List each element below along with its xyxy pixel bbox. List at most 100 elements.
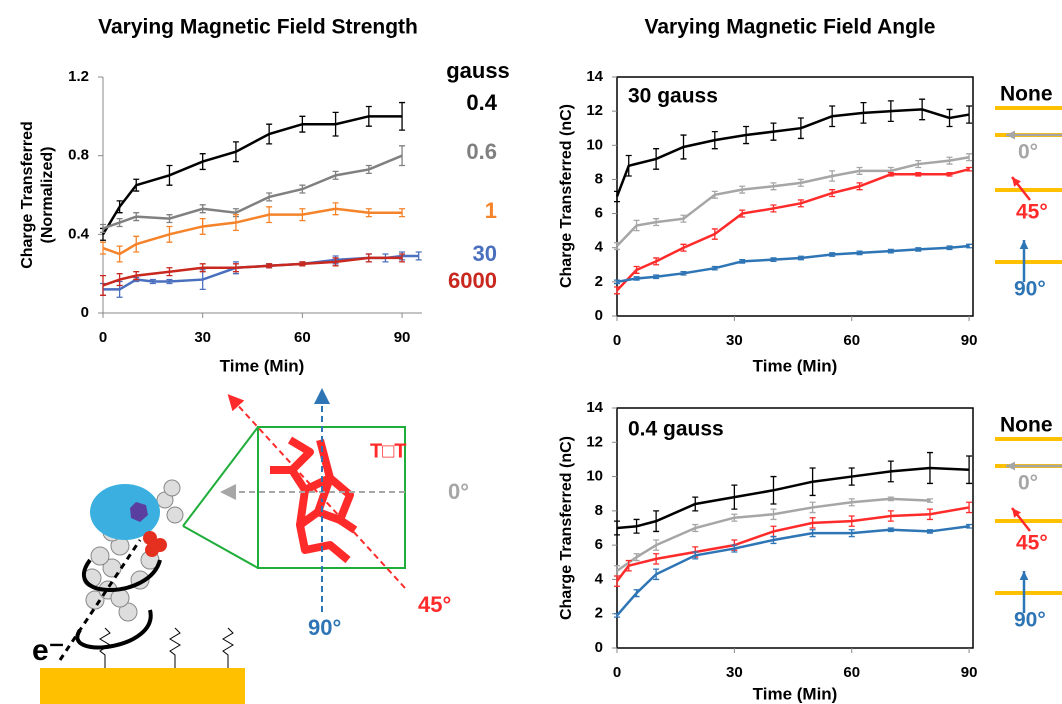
electron-path <box>58 539 142 661</box>
error-bar <box>199 217 206 235</box>
error-bar <box>966 501 973 514</box>
legend-label: 6000 <box>448 268 497 293</box>
error-bar <box>809 529 816 538</box>
error-bar <box>856 182 863 191</box>
error-bar <box>860 101 867 124</box>
angle-45-arrow <box>227 394 406 589</box>
series <box>614 501 973 587</box>
y-axis-label: (Normalized) <box>39 147 56 244</box>
error-bar <box>856 166 863 175</box>
error-bar <box>887 248 894 254</box>
error-bar <box>299 115 306 133</box>
error-bar <box>887 527 894 533</box>
angle-label: 90° <box>308 615 341 640</box>
error-bar <box>133 178 140 192</box>
error-bar <box>166 267 173 277</box>
legend-label: 45° <box>1016 532 1048 555</box>
error-bar <box>739 185 746 194</box>
error-bar <box>633 276 640 281</box>
error-bar <box>653 148 660 170</box>
angle-label: 45° <box>418 592 451 617</box>
y-tick-label: 0.4 <box>68 225 90 242</box>
dimer-spheres <box>143 531 167 557</box>
legend-label: 90° <box>1014 278 1046 301</box>
error-bar <box>887 510 894 522</box>
y-tick-label: 12 <box>586 102 603 119</box>
legend-label: 0° <box>1018 141 1038 164</box>
error-bar <box>653 257 660 266</box>
x-tick-label: 90 <box>394 329 411 346</box>
data-line <box>615 108 970 197</box>
error-bar <box>166 164 173 186</box>
annotation: 30 gauss <box>628 85 718 108</box>
error-bar <box>770 257 777 263</box>
error-bar <box>232 263 239 273</box>
error-bar <box>116 245 123 263</box>
error-bar <box>797 199 804 208</box>
error-bar <box>770 535 777 545</box>
zoom-line <box>182 525 259 569</box>
error-bar <box>829 252 836 257</box>
y-tick-label: 14 <box>586 399 603 416</box>
x-tick-label: 60 <box>843 664 860 681</box>
series <box>100 101 406 241</box>
legend-title: gauss <box>446 58 510 83</box>
series <box>614 153 973 251</box>
error-bar <box>809 517 816 529</box>
x-tick-label: 60 <box>294 329 311 346</box>
error-bar <box>653 568 660 581</box>
error-bar <box>653 510 660 533</box>
series <box>614 98 973 203</box>
dimer-label: T□T <box>370 440 407 462</box>
error-bar <box>653 274 660 280</box>
error-bar <box>614 241 620 251</box>
error-bar <box>199 204 206 214</box>
data-line <box>102 207 403 256</box>
legend-label: 0.4 <box>466 90 497 115</box>
error-bar <box>915 160 922 169</box>
error-bar <box>614 613 620 618</box>
data-line <box>616 167 970 292</box>
y-tick-label: 6 <box>595 205 603 222</box>
error-bar <box>166 278 173 285</box>
y-tick-label: 2 <box>595 273 603 290</box>
error-bar <box>692 523 699 533</box>
legend-label: None <box>1000 414 1053 437</box>
data-line <box>616 244 970 284</box>
data-line <box>616 156 970 247</box>
annotation: 0.4 gauss <box>628 418 724 441</box>
error-bar <box>829 170 836 182</box>
error-bar <box>133 235 140 253</box>
error-bar <box>633 219 640 232</box>
error-bar <box>711 190 718 199</box>
dimer-structure <box>270 436 358 564</box>
linker <box>222 627 234 668</box>
cofactor <box>130 502 148 522</box>
error-bar <box>731 484 738 510</box>
zoom-line <box>182 426 259 527</box>
error-bar <box>887 100 894 123</box>
error-bar <box>739 209 746 218</box>
error-bar <box>399 208 406 218</box>
error-bar <box>633 589 640 598</box>
error-bar <box>653 218 660 227</box>
photolyase <box>90 484 160 540</box>
error-bar <box>809 501 816 514</box>
error-bar <box>848 529 855 538</box>
error-bar <box>266 206 273 224</box>
error-bar <box>797 255 804 261</box>
error-bar <box>199 153 206 171</box>
angle-label: 0° <box>448 479 469 504</box>
data-line <box>616 466 970 530</box>
error-bar <box>232 141 239 163</box>
y-tick-label: 2 <box>595 605 603 622</box>
data-line <box>616 506 970 582</box>
series <box>614 523 973 618</box>
legend-arrowhead <box>1012 177 1021 187</box>
error-bar <box>653 539 660 551</box>
error-bar <box>399 101 406 131</box>
series <box>100 253 406 296</box>
y-tick-label: 4 <box>595 570 604 587</box>
error-bar <box>332 257 339 267</box>
chart-title: Varying Magnetic Field Strength <box>98 16 418 39</box>
